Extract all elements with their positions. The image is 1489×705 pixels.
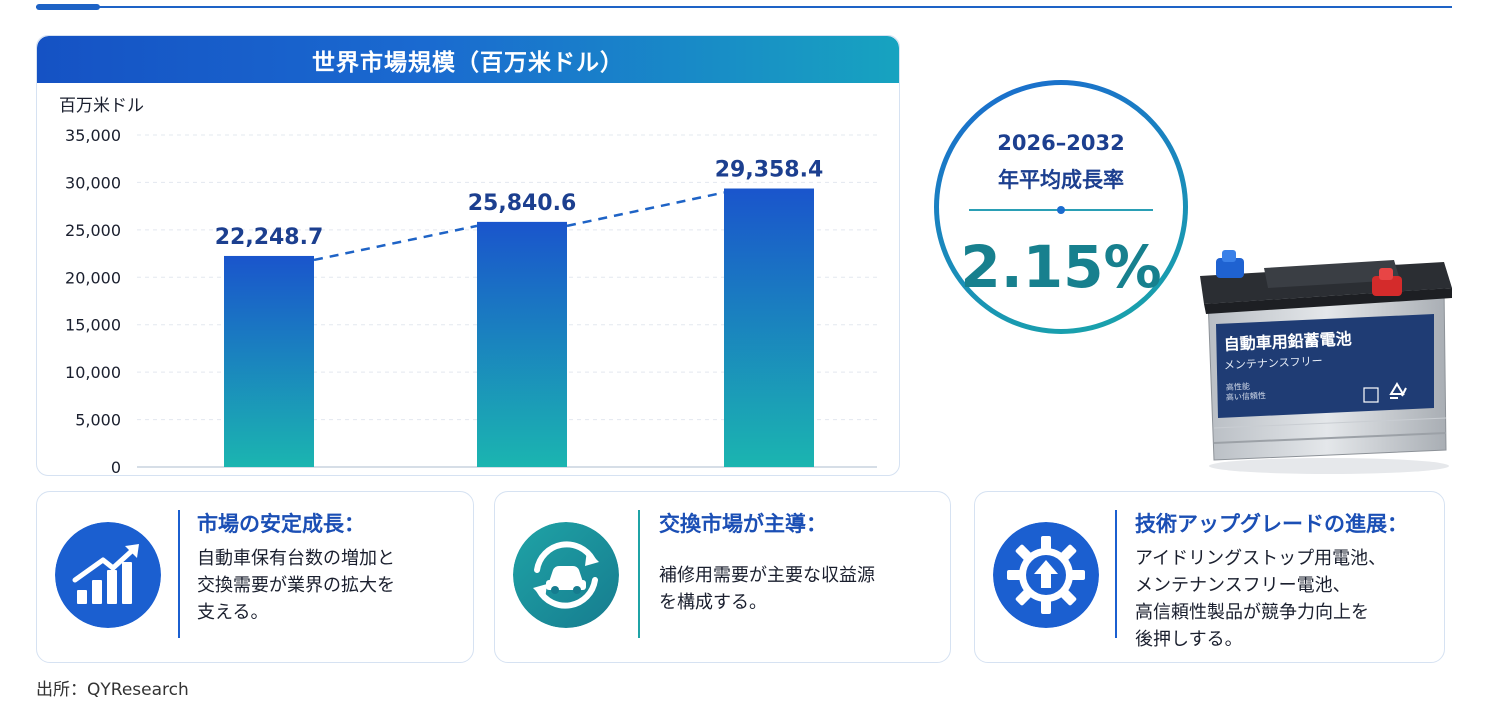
data-label-2021: 22,248.7 (215, 225, 324, 250)
growth-bar-chart-icon (55, 522, 161, 628)
battery-label-spec-2: 高い信頼性 (1226, 390, 1266, 402)
cagr-period: 2026–2032 (997, 131, 1125, 155)
chart-title: 世界市場規模（百万米ドル） (37, 36, 899, 83)
info-card-body: 補修用需要が主要な収益源 を構成する。 (659, 565, 875, 613)
bar-2032 (724, 188, 814, 468)
info-card-title: 市場の安定成長： (197, 512, 365, 536)
battery-label-spec-1: 高性能 (1226, 381, 1250, 392)
trend-line-segment (566, 191, 725, 228)
cagr-divider-dot (1057, 206, 1065, 214)
y-axis-label: 百万米ドル (59, 96, 144, 116)
y-tick-label: 10,000 (65, 363, 121, 382)
info-card-divider (638, 510, 640, 638)
info-card-divider (1115, 510, 1117, 638)
data-label-2032: 29,358.4 (715, 158, 824, 183)
y-tick-label: 20,000 (65, 268, 121, 287)
cagr-value: 2.15% (960, 233, 1162, 301)
info-card-title: 交換市場が主導： (659, 512, 827, 536)
info-card-tech-upgrade: 技術アップグレードの進展： アイドリングストップ用電池、 メンテナンスフリー電池… (974, 491, 1445, 663)
gear-upgrade-icon (993, 522, 1099, 628)
battery-label-subtitle: メンテナンスフリー (1224, 355, 1323, 372)
recycle-icon (1389, 382, 1407, 399)
y-tick-label: 15,000 (65, 316, 121, 335)
bar-2026 (477, 221, 567, 467)
battery-label-safety-icon (1363, 387, 1379, 403)
y-tick-label: 0 (111, 458, 121, 476)
info-card-body: アイドリングストップ用電池、 メンテナンスフリー電池、 高信頼性製品が競争力向上… (1135, 548, 1387, 650)
y-tick-label: 25,000 (65, 221, 121, 240)
car-replacement-cycle-icon (513, 522, 619, 628)
market-size-chart-card: 世界市場規模（百万米ドル） 百万米ドル 0 5,000 10,000 15,000 20… (36, 35, 900, 476)
car-battery-image: 自動車用鉛蓄電池 メンテナンスフリー 高性能 高い信頼性 (1200, 250, 1452, 474)
cagr-badge: 2026–2032 年平均成長率 2.15% (934, 80, 1188, 334)
bar-2021 (224, 255, 314, 467)
cagr-label: 年平均成長率 (998, 168, 1124, 192)
y-tick-label: 30,000 (65, 173, 121, 192)
info-card-title: 技術アップグレードの進展： (1135, 512, 1408, 536)
info-card-divider (178, 510, 180, 638)
data-label-2026: 25,840.6 (468, 191, 577, 216)
source-note: 出所：QYResearch (36, 680, 189, 700)
info-card-stable-growth: 市場の安定成長： 自動車保有台数の増加と 交換需要が業界の拡大を 支える。 (36, 491, 474, 663)
y-tick-label: 35,000 (65, 126, 121, 145)
y-tick-label: 5,000 (75, 411, 121, 430)
info-card-body: 自動車保有台数の増加と 交換需要が業界の拡大を 支える。 (197, 548, 395, 623)
info-card-replacement-market: 交換市場が主導： 補修用需要が主要な収益源 を構成する。 (494, 491, 951, 663)
market-size-bar-chart: 百万米ドル 0 5,000 10,000 15,000 20,000 25,000 30,0… (59, 96, 877, 476)
header-rule (36, 6, 1452, 8)
trend-line-segment (313, 224, 478, 262)
